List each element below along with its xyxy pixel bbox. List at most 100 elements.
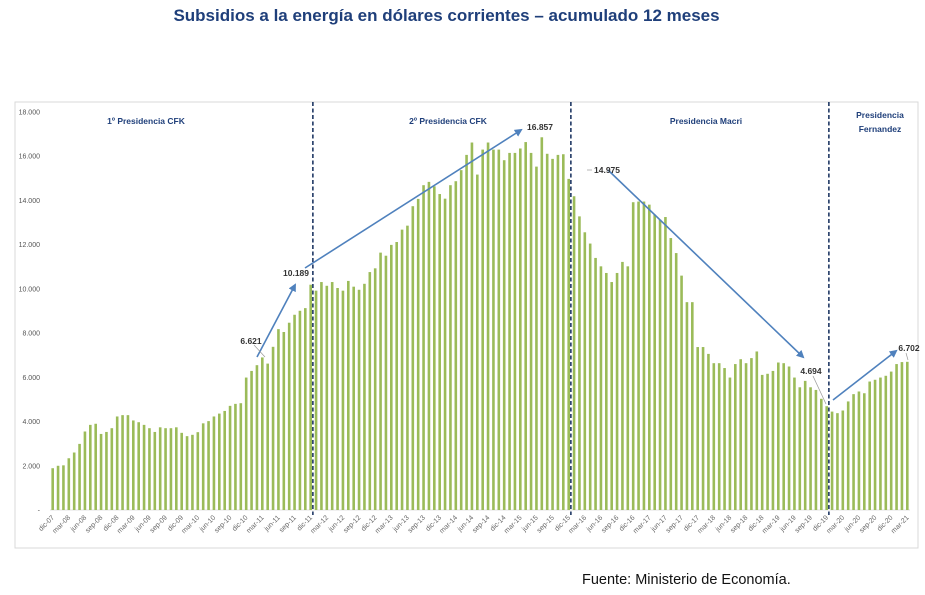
bar-ene-19 [766, 373, 769, 510]
period-label-cfk2: 2º Presidencia CFK [409, 116, 488, 126]
bar-oct-19 [814, 389, 818, 510]
bar-feb-12 [320, 282, 323, 510]
bar-jun-14 [470, 142, 474, 510]
bar-feb-13 [384, 255, 388, 510]
trend-arrow-1 [256, 283, 296, 358]
bar-abr-08 [72, 452, 76, 510]
bar-may-08 [78, 443, 81, 510]
bar-mar-10 [196, 432, 200, 510]
period-label-cfk1: 1º Presidencia CFK [107, 116, 186, 126]
bar-abr-16 [588, 243, 592, 511]
bar-sep-08 [99, 433, 103, 510]
data-label-6702: 6.702 [898, 343, 920, 353]
source-note: Fuente: Ministerio de Economía. [582, 572, 791, 588]
bar-jul-13 [411, 206, 415, 510]
bar-abr-14 [459, 170, 463, 510]
data-label-6621: 6.621 [240, 336, 262, 346]
bar-oct-08 [105, 431, 108, 510]
leader-line [812, 375, 827, 405]
bar-ene-13 [379, 252, 382, 511]
bar-series [51, 137, 909, 511]
bar-dic-17 [696, 347, 699, 510]
bar-sep-09 [164, 428, 167, 510]
data-label-4694: 4.694 [800, 366, 822, 376]
period-label-fernandez-line1: Presidencia [856, 110, 904, 120]
bar-may-17 [658, 219, 662, 511]
bar-mar-14 [454, 181, 458, 511]
bar-jun-18 [728, 377, 732, 510]
bar-oct-14 [492, 149, 495, 511]
bar-sep-18 [744, 363, 748, 510]
bar-ago-14 [481, 149, 484, 511]
bar-jun-20 [857, 391, 861, 510]
bar-dic-20 [889, 371, 893, 510]
bar-dic-09 [180, 432, 183, 510]
bar-dic-11 [309, 284, 312, 510]
bar-feb-17 [642, 201, 646, 511]
bar-may-16 [594, 257, 597, 510]
bar-ene-11 [250, 370, 253, 510]
bar-oct-12 [363, 283, 366, 510]
bar-dic-08 [115, 416, 119, 510]
bar-ago-12 [352, 286, 355, 510]
bar-ago-08 [94, 423, 97, 510]
bar-dic-13 [438, 194, 441, 510]
bar-mar-11 [261, 357, 264, 510]
bar-oct-11 [298, 310, 302, 510]
bar-ene-12 [314, 290, 318, 510]
trend-arrow-4 [832, 349, 898, 401]
bar-ago-15 [545, 153, 549, 511]
chart-title: Subsidios a la energía en dólares corrie… [173, 6, 720, 25]
bar-abr-20 [846, 401, 850, 510]
bar-feb-19 [771, 370, 775, 510]
bar-sep-17 [680, 275, 683, 510]
bar-mar-09 [132, 420, 135, 510]
bar-nov-15 [562, 154, 565, 510]
bar-mar-21 [906, 361, 909, 510]
bar-may-10 [207, 421, 210, 510]
bar-oct-13 [427, 181, 431, 511]
bar-abr-17 [653, 214, 656, 510]
bar-dic-15 [567, 178, 570, 510]
bar-sep-13 [422, 185, 425, 510]
y-tick-label: - [38, 508, 41, 515]
bar-jul-16 [605, 272, 608, 510]
bar-abr-12 [330, 282, 334, 510]
bar-oct-09 [169, 428, 173, 510]
bar-jun-09 [148, 428, 151, 510]
bar-mar-13 [390, 244, 393, 511]
trend-arrow-3 [607, 169, 805, 359]
bar-nov-10 [239, 403, 243, 510]
bar-jun-12 [341, 290, 345, 510]
bar-feb-16 [578, 216, 581, 510]
y-tick-label: 18.000 [19, 110, 41, 117]
bar-nov-16 [626, 266, 630, 510]
bar-jun-15 [535, 166, 538, 510]
bar-nov-19 [820, 398, 823, 510]
trend-arrows [256, 128, 898, 401]
bar-dic-14 [502, 160, 506, 511]
bar-oct-18 [750, 358, 753, 510]
bar-ene-14 [443, 198, 447, 511]
y-tick-label: 10.000 [19, 286, 41, 293]
trend-arrow-2 [304, 128, 523, 269]
bar-sep-10 [228, 405, 232, 510]
bar-ago-11 [287, 322, 291, 510]
bar-sep-19 [809, 387, 812, 510]
bar-sep-12 [357, 289, 361, 510]
y-tick-label: 2.000 [22, 463, 40, 470]
bar-oct-10 [234, 403, 237, 510]
bar-nov-18 [755, 351, 759, 510]
bar-feb-21 [900, 362, 904, 510]
bar-ene-16 [572, 196, 576, 510]
bar-sep-16 [615, 272, 619, 510]
bar-jul-09 [153, 431, 157, 510]
bar-may-15 [529, 152, 533, 510]
period-label-fernandez-line2: Fernandez [859, 124, 902, 134]
bar-abr-19 [782, 363, 785, 510]
bar-ene-15 [508, 152, 511, 510]
bar-sep-11 [293, 314, 296, 510]
bar-ene-09 [121, 415, 124, 510]
bar-oct-17 [685, 302, 689, 510]
bar-abr-18 [717, 363, 721, 510]
